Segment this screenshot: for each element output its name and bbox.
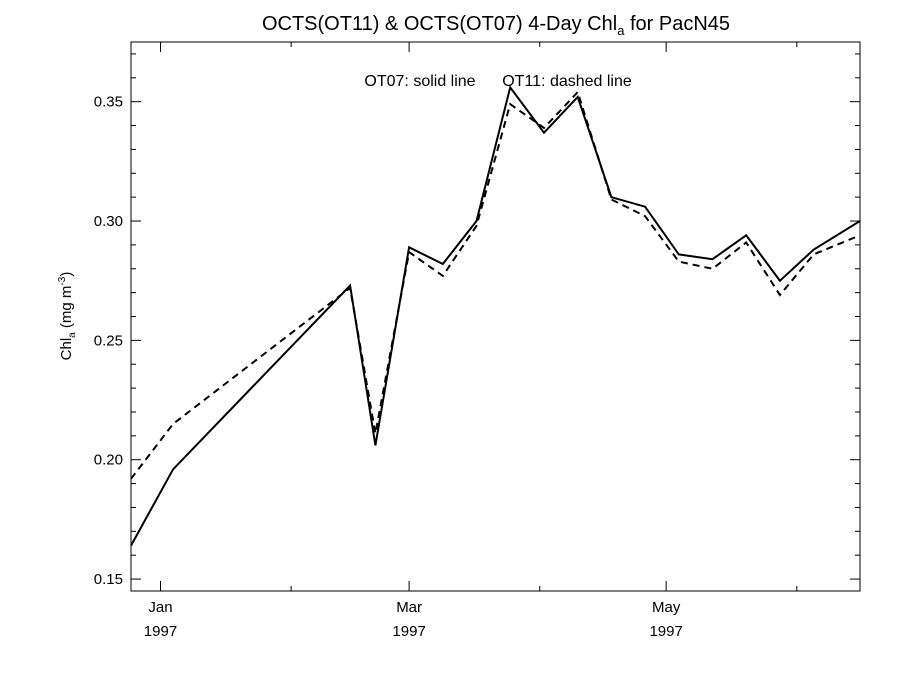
annotation-dashed-line: OT11: dashed line	[502, 73, 632, 90]
x-axis: Jan 1997 Mar 1997 May 1997	[144, 42, 798, 640]
y-axis-label: Chla (mg m-3)	[57, 272, 78, 361]
y-tick-label: 0.35	[94, 94, 123, 111]
chart-title: OCTS(OT11) & OCTS(OT07) 4-Day Chla for P…	[262, 13, 730, 38]
x-tick-label-year: 1997	[649, 623, 682, 640]
plot-border	[130, 41, 861, 592]
y-axis: 0.15 0.20 0.25 0.30 0.35	[94, 53, 860, 588]
x-tick-label-month: May	[652, 599, 681, 616]
y-tick-label: 0.30	[94, 213, 123, 230]
series-line-ot07	[130, 85, 861, 547]
annotation-solid-line: OT07: solid line	[364, 73, 475, 90]
series-layer	[130, 85, 861, 547]
x-tick-label-year: 1997	[144, 623, 177, 640]
x-tick-label-month: Mar	[396, 599, 422, 616]
y-tick-label: 0.20	[94, 452, 123, 469]
y-tick-label: 0.25	[94, 332, 123, 349]
plot-frame	[130, 41, 861, 592]
x-tick-label-month: Jan	[148, 599, 172, 616]
series-line-ot11	[130, 90, 861, 480]
y-tick-label: 0.15	[94, 571, 123, 588]
x-tick-label-year: 1997	[392, 623, 425, 640]
